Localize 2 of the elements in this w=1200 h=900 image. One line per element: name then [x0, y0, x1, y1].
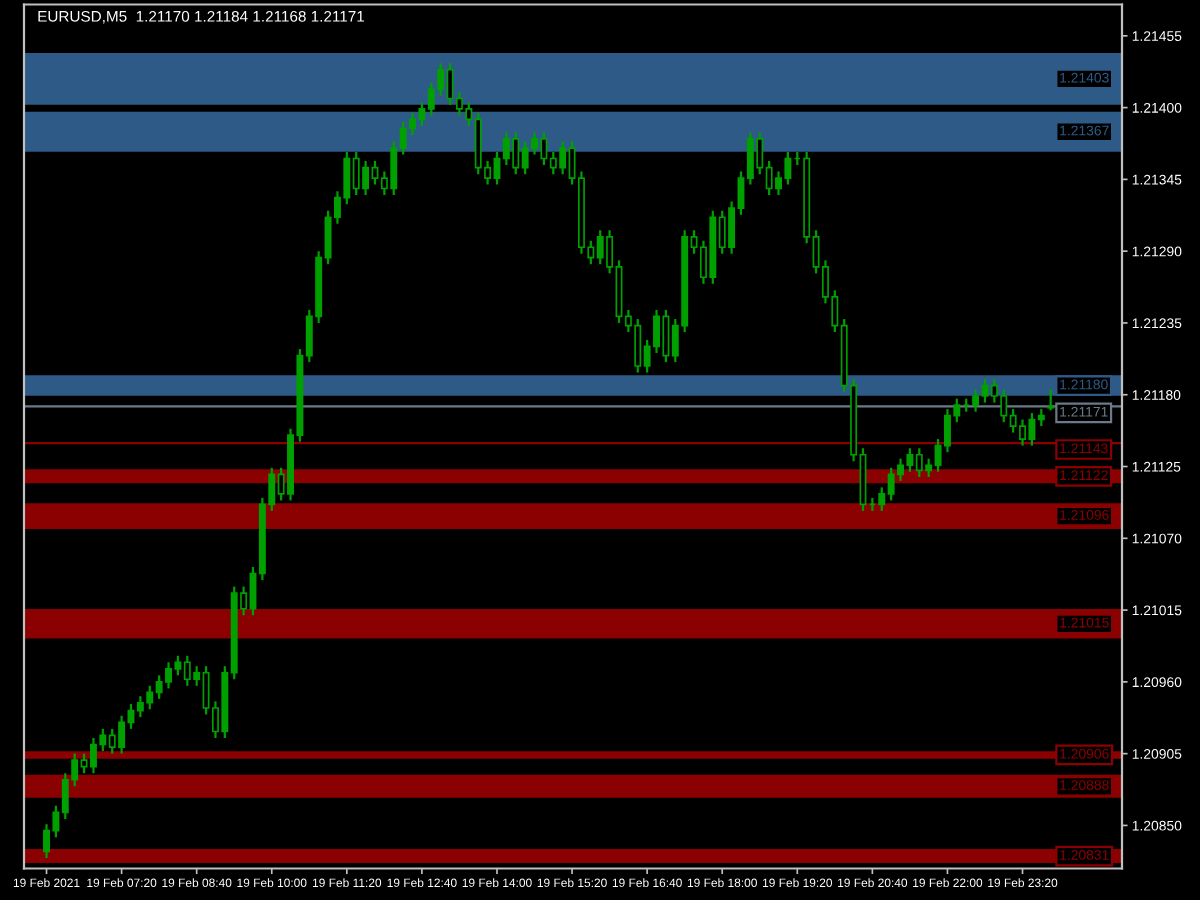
candlestick	[1047, 388, 1055, 412]
candlestick	[972, 388, 980, 413]
